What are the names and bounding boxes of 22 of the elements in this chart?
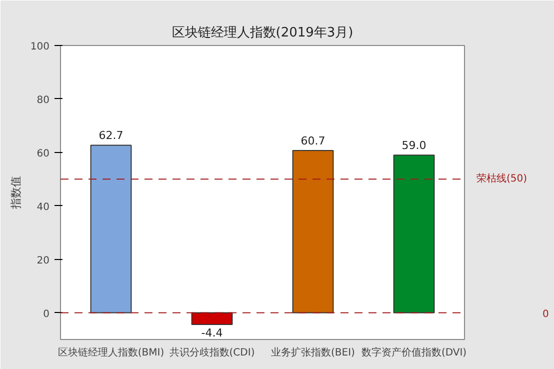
bar: [393, 154, 435, 314]
y-tick-label: 0: [43, 308, 50, 320]
bar: [191, 312, 233, 326]
data-label: 59.0: [402, 139, 426, 152]
x-tick-label: 共识分歧指数(CDI): [169, 346, 255, 358]
y-tick-label: 60: [36, 148, 50, 160]
x-tick-label: 数字资产价值指数(DVI): [361, 346, 467, 358]
y-tick-label: 100: [30, 42, 50, 52]
data-label: 60.7: [300, 134, 326, 148]
ref-line-label: 0: [542, 308, 549, 320]
ref-line-label: 荣枯线(50): [476, 172, 528, 185]
chart-title: 区块链经理人指数(2019年3月): [172, 26, 354, 40]
y-tick-label: 80: [36, 94, 50, 106]
y-tick-label: 40: [36, 202, 50, 213]
y-tick-label: 20: [36, 255, 50, 266]
y-axis-title: 指数值: [9, 176, 22, 210]
bar: [292, 150, 334, 314]
data-label: -4.4: [201, 326, 223, 340]
x-tick-label: 业务扩张指数(BEI): [271, 346, 356, 358]
x-tick-label: 区块链经理人指数(BMI): [58, 346, 164, 358]
bar: [90, 144, 132, 314]
data-label: 62.7: [98, 129, 124, 142]
